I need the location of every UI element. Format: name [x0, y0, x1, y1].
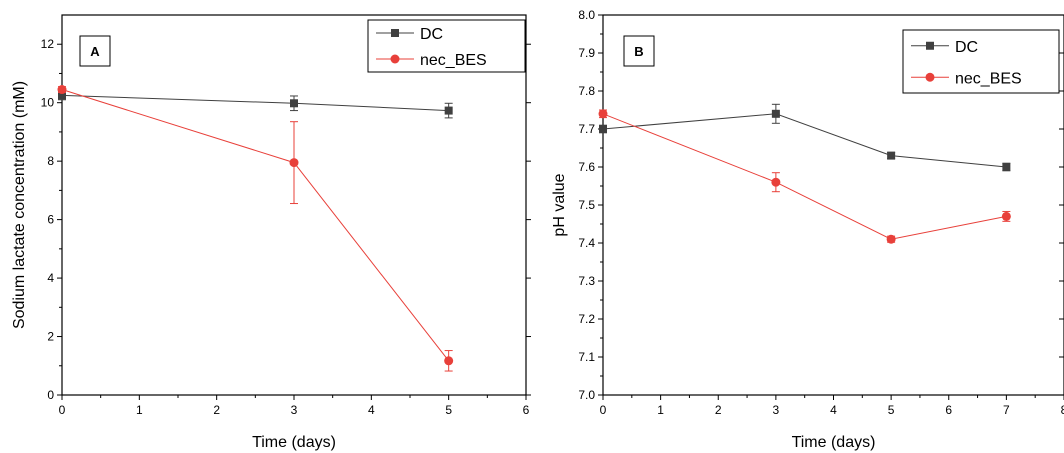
series-line — [61, 89, 450, 362]
legend-marker — [926, 41, 934, 50]
data-point — [771, 109, 780, 118]
x-tick-label: 4 — [368, 403, 375, 417]
x-tick-label: 4 — [830, 403, 837, 417]
data-point — [598, 109, 608, 119]
series-nec-bes — [598, 109, 1011, 244]
data-point — [444, 356, 454, 366]
series-dc — [58, 90, 453, 119]
legend-marker — [390, 54, 400, 64]
x-tick-label: 2 — [715, 403, 722, 417]
x-tick-label: 1 — [657, 403, 664, 417]
series-nec-bes — [57, 85, 454, 372]
x-axis-title: Time (days) — [252, 434, 336, 451]
x-tick-label: 6 — [523, 403, 530, 417]
legend-marker — [391, 29, 399, 37]
data-point — [1002, 163, 1011, 171]
legend-label: nec_BES — [420, 52, 487, 69]
y-tick-label: 7.9 — [578, 46, 595, 60]
series-line — [602, 113, 1007, 240]
y-tick-label: 4 — [47, 271, 54, 285]
y-tick-label: 6 — [47, 213, 54, 227]
data-point — [57, 85, 67, 95]
x-tick-label: 1 — [136, 403, 143, 417]
panel-letter-box — [623, 35, 655, 67]
legend-label: DC — [955, 39, 978, 56]
data-point — [290, 99, 298, 108]
panel-letter-box — [79, 35, 111, 67]
y-tick-label: 2 — [47, 330, 54, 344]
panel-letter: A — [90, 44, 100, 59]
data-point — [887, 151, 896, 160]
x-tick-label: 5 — [888, 403, 895, 417]
y-tick-label: 8.0 — [578, 8, 595, 22]
y-tick-label: 7.5 — [578, 198, 595, 212]
x-tick-label: 5 — [445, 403, 452, 417]
data-point — [289, 158, 299, 168]
y-tick-label: 7.0 — [578, 388, 595, 402]
legend: DC nec_BES — [367, 19, 526, 73]
legend: DC nec_BES — [902, 29, 1060, 94]
x-tick-label: 2 — [213, 403, 220, 417]
y-tick-label: 7.6 — [578, 160, 595, 174]
legend-label: nec_BES — [955, 70, 1022, 87]
data-point — [58, 91, 66, 100]
panel-letter: B — [634, 44, 643, 59]
y-tick-label: 12 — [41, 37, 55, 51]
y-tick-label: 7.7 — [578, 122, 595, 136]
data-point — [1001, 211, 1011, 221]
x-tick-label: 8 — [1061, 403, 1064, 417]
data-point — [886, 234, 896, 244]
y-tick-label: 8 — [47, 154, 54, 168]
data-point — [444, 106, 453, 115]
y-tick-label: 7.3 — [578, 274, 595, 288]
x-tick-label: 0 — [600, 403, 607, 417]
legend-marker — [925, 72, 935, 82]
y-tick-label: 7.2 — [578, 312, 595, 326]
x-tick-label: 3 — [773, 403, 780, 417]
y-tick-label: 7.1 — [578, 350, 595, 364]
series-dc — [599, 103, 1011, 172]
y-tick-label: 7.8 — [578, 84, 595, 98]
x-tick-label: 7 — [1003, 403, 1010, 417]
y-axis-title: pH value — [551, 173, 568, 236]
y-axis-title: Sodium lactate concentration (mM) — [11, 81, 28, 329]
legend-box — [902, 29, 1060, 94]
data-point — [599, 125, 607, 133]
chart-panel-b: 0 1 2 3 4 5 6 7 8 7.0 7.1 7.2 7.3 7.4 7.5 7.6 7.7 7.8 7.9 8… — [551, 8, 1064, 451]
y-tick-label: 7.4 — [578, 236, 595, 250]
x-axis-title: Time (days) — [792, 434, 876, 451]
y-tick-label: 0 — [47, 388, 54, 402]
x-tick-label: 0 — [59, 403, 66, 417]
series-line — [602, 113, 1007, 168]
x-tick-label: 6 — [945, 403, 952, 417]
y-tick-label: 10 — [41, 96, 55, 110]
legend-label: DC — [420, 26, 443, 43]
data-point — [771, 177, 781, 187]
x-tick-label: 3 — [291, 403, 298, 417]
